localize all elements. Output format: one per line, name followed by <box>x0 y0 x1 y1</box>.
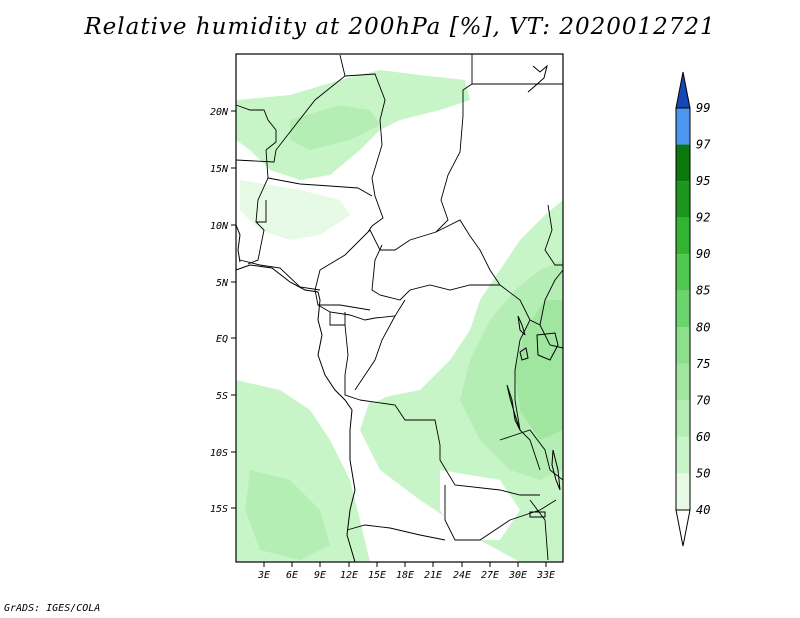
lon-label: 21E <box>424 570 442 581</box>
colorbar-segment <box>676 108 690 145</box>
lat-label: 5N <box>216 278 229 289</box>
colorbar-max-triangle <box>675 71 691 109</box>
lon-label: 6E <box>286 570 298 581</box>
colorbar-segment <box>676 254 690 291</box>
colorbar-segment <box>676 363 690 401</box>
humidity-shading <box>236 70 563 562</box>
lon-label: 15E <box>368 570 386 581</box>
colorbar-segment <box>676 473 690 510</box>
colorbar-label: 99 <box>696 101 710 115</box>
southwest-core <box>245 470 330 560</box>
lon-label: 3E <box>257 570 270 581</box>
lon-label: 33E <box>536 570 555 581</box>
coastline <box>235 64 548 563</box>
longitude-axis: 3E 6E 9E 12E 15E 18E 21E 24E 27E 30E 33E <box>257 562 555 581</box>
lake-malawi <box>551 449 561 491</box>
lon-label: 9E <box>314 570 326 581</box>
colorbar-segment <box>676 436 690 474</box>
colorbar-label: 90 <box>696 247 710 261</box>
dry-south-patch <box>440 470 520 540</box>
map-title: Relative humidity at 200hPa [%], VT: 202… <box>84 14 716 40</box>
latitude-axis: 20N 15N 10N 5N EQ 5S 10S 15S <box>210 107 236 515</box>
colorbar-label: 40 <box>696 503 710 517</box>
lon-label: 30E <box>508 570 527 581</box>
lon-label: 18E <box>396 570 414 581</box>
colorbar-segment <box>676 144 690 182</box>
lake-tanganyika <box>506 384 521 431</box>
colorbar-outline <box>675 107 691 511</box>
lon-label: 24E <box>453 570 471 581</box>
colorbar-segment <box>676 181 690 218</box>
colorbar-segment <box>676 327 690 364</box>
colorbar-label: 95 <box>696 174 710 188</box>
colorbar-min-triangle <box>675 509 691 547</box>
lat-label: 10N <box>210 221 229 232</box>
grads-credit: GrADS: IGES/COLA <box>4 603 101 614</box>
map-frame <box>235 53 564 563</box>
colorbar-label: 60 <box>696 430 710 444</box>
lat-label: EQ <box>216 334 228 345</box>
west-africa-patch <box>240 180 350 240</box>
sahel-core <box>290 105 380 150</box>
lat-label: 15S <box>210 504 228 515</box>
colorbar: 40 50 60 70 75 80 85 90 92 95 97 99 <box>675 71 711 547</box>
dry-central-patch <box>280 250 480 410</box>
colorbar-label: 85 <box>696 284 710 298</box>
colorbar-label: 70 <box>696 393 710 407</box>
colorbar-segment <box>676 217 690 255</box>
lake-region-core <box>515 300 563 440</box>
lake-albert <box>517 315 526 336</box>
lat-label: 5S <box>216 391 228 402</box>
lake-victoria <box>536 332 559 361</box>
lon-label: 27E <box>481 570 499 581</box>
colorbar-segment <box>676 290 690 328</box>
colorbar-label: 97 <box>696 138 711 152</box>
colorbar-segment <box>676 400 690 437</box>
lat-label: 20N <box>210 107 229 118</box>
colorbar-label: 80 <box>696 320 710 334</box>
colorbar-label: 50 <box>696 466 710 480</box>
country-borders <box>235 54 564 561</box>
east-africa-moist <box>360 200 563 562</box>
lat-label: 15N <box>210 164 229 175</box>
lat-label: 10S <box>210 448 228 459</box>
lakes <box>506 315 561 518</box>
colorbar-label: 75 <box>696 357 710 371</box>
lon-label: 12E <box>340 570 358 581</box>
colorbar-label: 92 <box>696 211 710 225</box>
